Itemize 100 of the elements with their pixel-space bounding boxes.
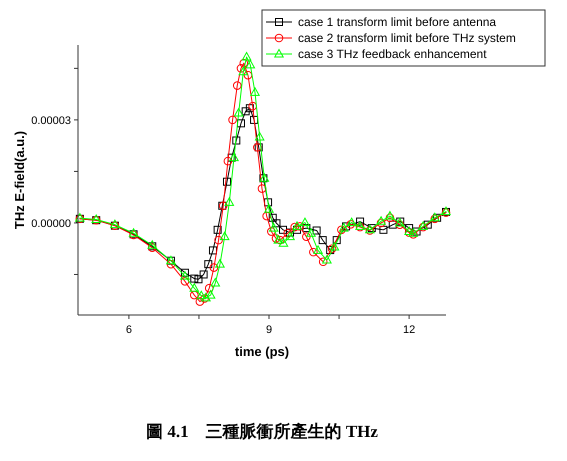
point — [309, 248, 318, 256]
point — [264, 204, 274, 213]
point — [272, 219, 280, 228]
point — [210, 263, 218, 272]
y-tick-label: 0.00000 — [31, 218, 71, 230]
point — [285, 232, 295, 240]
point — [276, 236, 285, 244]
point — [220, 232, 230, 240]
point — [330, 242, 340, 250]
point — [208, 246, 217, 254]
point — [236, 64, 246, 73]
point — [232, 81, 242, 90]
point — [248, 102, 257, 110]
point — [430, 214, 440, 224]
point — [313, 245, 323, 254]
point — [232, 136, 240, 144]
point — [215, 259, 225, 268]
point — [239, 58, 248, 68]
point — [180, 268, 189, 277]
point — [246, 104, 254, 112]
point — [224, 197, 234, 206]
point — [238, 66, 248, 76]
caption: 圖 4.1 三種脈衝所產生的 THz — [146, 422, 378, 441]
point — [332, 236, 341, 244]
point — [234, 108, 244, 117]
point — [254, 132, 264, 141]
point — [412, 228, 421, 236]
point — [264, 198, 272, 206]
point — [337, 226, 346, 234]
point — [190, 274, 198, 283]
point — [300, 218, 310, 226]
point — [200, 294, 209, 303]
point — [200, 270, 208, 278]
point — [204, 260, 212, 268]
point — [250, 87, 260, 96]
point — [166, 260, 176, 268]
point — [293, 226, 302, 234]
point — [312, 226, 321, 234]
point — [279, 226, 288, 234]
point — [290, 222, 299, 232]
point — [296, 222, 304, 231]
point — [262, 212, 271, 220]
point — [292, 221, 302, 230]
point — [385, 211, 395, 220]
y-tick-label: 0.00003 — [31, 114, 71, 127]
point — [388, 220, 397, 229]
point — [210, 278, 220, 287]
x-tick-label: 6 — [126, 324, 132, 336]
x-axis-title: time (ps) — [234, 344, 290, 359]
point — [268, 214, 277, 222]
point — [242, 107, 250, 116]
point — [244, 70, 252, 80]
point — [386, 213, 394, 222]
point — [318, 257, 328, 266]
point — [342, 222, 350, 230]
point — [228, 116, 237, 124]
legend-label: case 1 transform limit before antenna — [298, 15, 496, 29]
point — [258, 184, 266, 193]
point — [204, 284, 214, 293]
point — [346, 220, 356, 229]
point — [194, 275, 202, 284]
point — [224, 156, 232, 166]
y-axis-title: THz E-field(a.u.) — [12, 130, 27, 230]
point — [222, 178, 231, 186]
point — [267, 227, 276, 236]
legend-label: case 3 THz feedback enhancement — [298, 47, 488, 61]
point — [214, 236, 223, 244]
point — [228, 154, 236, 162]
point — [405, 224, 414, 232]
point — [379, 226, 388, 234]
point — [214, 226, 222, 234]
point — [356, 218, 364, 226]
point — [278, 238, 288, 247]
point — [346, 218, 356, 226]
point — [433, 214, 442, 222]
point — [236, 119, 245, 128]
x-tick-label: 12 — [402, 324, 416, 336]
point — [272, 234, 280, 243]
point — [302, 224, 310, 232]
point — [196, 290, 206, 300]
legend-label: case 2 transform limit before THz system — [298, 31, 516, 45]
point — [395, 220, 404, 229]
point — [190, 290, 199, 300]
point — [196, 297, 204, 306]
point — [322, 255, 332, 264]
point — [318, 236, 327, 244]
point — [246, 60, 256, 68]
point — [242, 52, 252, 61]
point — [368, 224, 376, 232]
point — [190, 283, 199, 292]
point — [376, 218, 386, 228]
point — [268, 223, 278, 232]
point — [302, 232, 311, 241]
point — [180, 277, 190, 286]
point — [229, 152, 239, 162]
point — [339, 223, 348, 232]
x-tick-label: 9 — [266, 324, 272, 336]
point — [306, 228, 316, 237]
point — [283, 228, 292, 238]
point — [206, 290, 216, 299]
